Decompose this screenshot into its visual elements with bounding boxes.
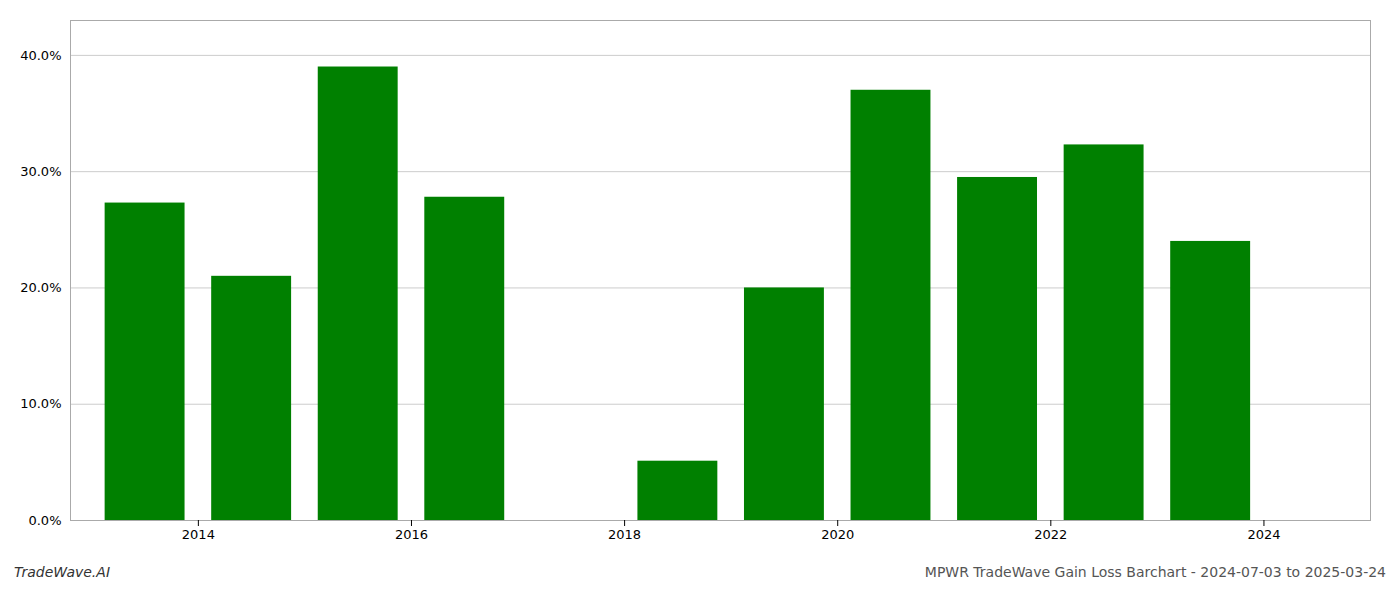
svg-text:30.0%: 30.0% xyxy=(20,164,61,179)
html-text:TradeWave.AI: TradeWave.AI xyxy=(14,564,110,580)
html-text:MPWR TradeWave Gain Loss Barch: MPWR TradeWave Gain Loss Barchart - 2024… xyxy=(924,564,1386,580)
svg-text:40.0%: 40.0% xyxy=(20,48,61,63)
svg-text:20.0%: 20.0% xyxy=(20,280,61,295)
svg-text:2020: 2020 xyxy=(821,527,854,542)
svg-text:2024: 2024 xyxy=(1247,527,1280,542)
svg-text:2022: 2022 xyxy=(1034,527,1067,542)
svg-text:2018: 2018 xyxy=(608,527,641,542)
svg-text:10.0%: 10.0% xyxy=(20,396,61,411)
svg-text:2014: 2014 xyxy=(182,527,215,542)
svg-text:0.0%: 0.0% xyxy=(28,513,61,528)
svg-text:2016: 2016 xyxy=(395,527,428,542)
